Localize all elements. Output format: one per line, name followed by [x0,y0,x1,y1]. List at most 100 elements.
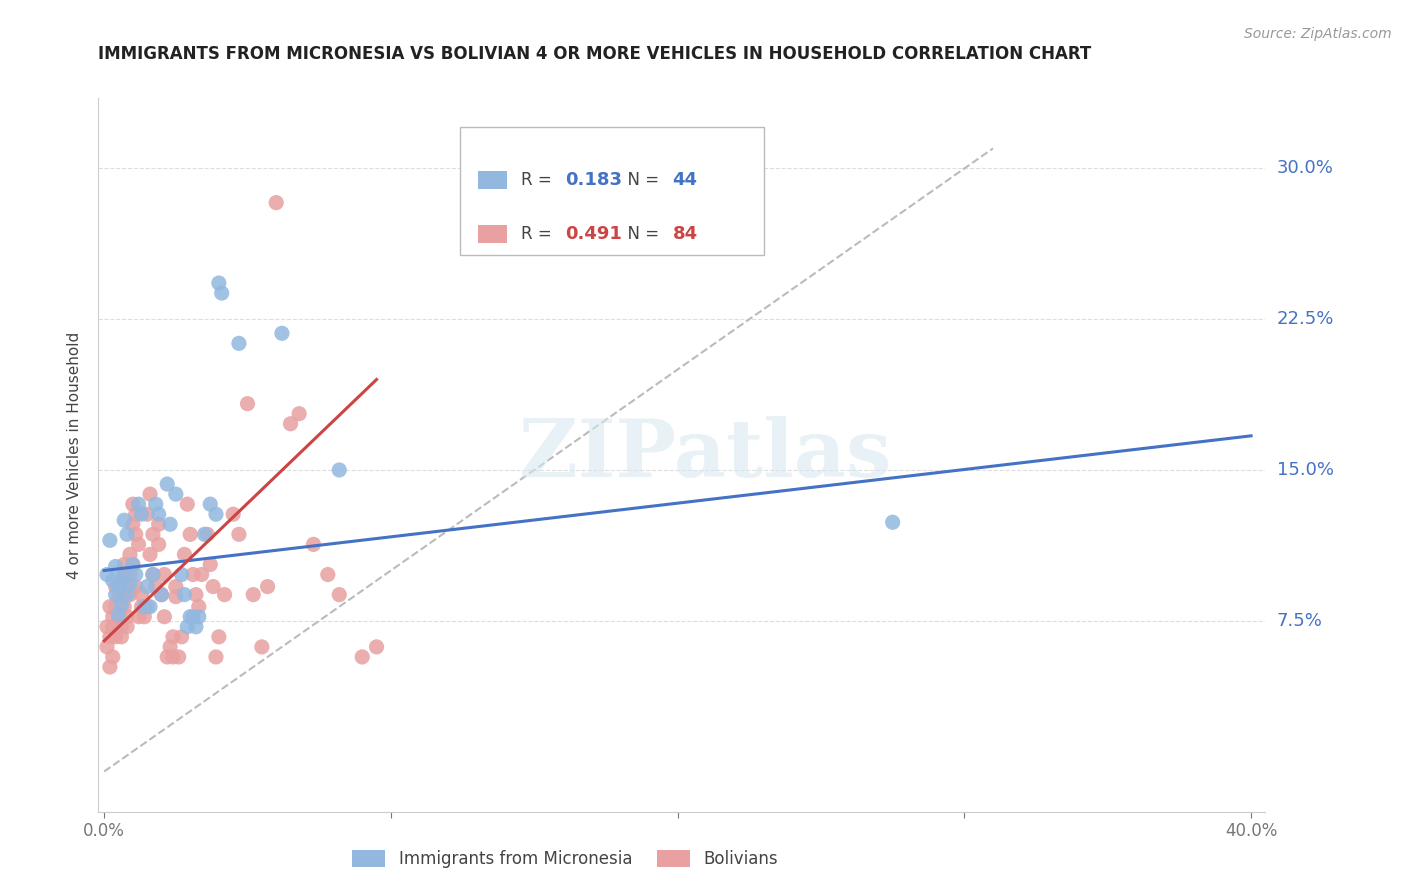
Point [112,558,135,572]
Point [208,630,231,644]
Point [128,497,150,511]
Point [101,609,124,624]
Point [104,559,127,574]
Point [176,497,198,511]
Point [173,588,195,602]
Point [165,590,187,604]
Point [156,477,179,491]
Point [131,588,153,602]
Point [150,588,173,602]
Point [131,599,153,614]
Point [110,590,132,604]
Point [104,599,127,614]
Point [153,567,176,582]
FancyBboxPatch shape [478,225,508,243]
Point [184,620,207,634]
Text: 44: 44 [672,171,697,189]
Point [328,588,350,602]
Point [96,567,118,582]
Y-axis label: 4 or more Vehicles in Household: 4 or more Vehicles in Household [67,331,83,579]
Point [104,588,127,602]
Point [121,517,143,532]
Point [145,497,167,511]
Point [271,326,294,341]
Point [228,336,250,351]
Point [165,580,187,594]
Point [118,577,141,591]
Point [134,599,156,614]
Point [134,609,156,624]
Point [173,548,195,562]
Text: 0.183: 0.183 [565,171,623,189]
Point [139,487,162,501]
Point [98,660,121,674]
Point [302,537,325,551]
Point [184,588,207,602]
Point [205,507,228,521]
Point [256,580,278,594]
Point [280,417,302,431]
Point [118,567,141,582]
Point [118,548,141,562]
Point [107,580,129,594]
Point [200,558,222,572]
Point [98,599,121,614]
Point [150,588,173,602]
Point [112,513,135,527]
Point [187,599,209,614]
Point [125,527,148,541]
Point [107,590,129,604]
Point [115,609,138,624]
Point [148,507,170,521]
Text: IMMIGRANTS FROM MICRONESIA VS BOLIVIAN 4 OR MORE VEHICLES IN HOUSEHOLD CORRELATI: IMMIGRANTS FROM MICRONESIA VS BOLIVIAN 4… [98,45,1091,62]
Point [148,517,170,532]
Point [115,620,138,634]
Point [121,497,143,511]
Point [352,649,374,664]
Point [187,609,209,624]
Point [170,567,193,582]
Point [162,630,184,644]
Point [214,588,236,602]
Point [205,649,228,664]
Point [104,580,127,594]
Point [159,640,181,654]
Point [115,580,138,594]
Point [125,507,148,521]
Point [142,567,165,582]
Point [110,598,132,612]
Text: 7.5%: 7.5% [1277,612,1323,630]
Point [190,567,212,582]
Point [101,620,124,634]
Point [98,533,121,548]
Point [96,640,118,654]
Point [236,397,259,411]
Text: R =: R = [520,225,557,243]
Point [121,558,143,572]
Point [179,609,201,624]
Point [202,580,225,594]
Point [107,607,129,622]
FancyBboxPatch shape [478,171,508,189]
Point [142,567,165,582]
Point [211,286,233,301]
Point [156,649,179,664]
Legend: Immigrants from Micronesia, Bolivians: Immigrants from Micronesia, Bolivians [346,843,785,875]
Point [131,507,153,521]
Point [115,527,138,541]
Text: 22.5%: 22.5% [1277,310,1334,328]
Point [288,407,311,421]
Text: N =: N = [617,225,664,243]
Point [250,640,273,654]
Point [112,599,135,614]
Point [125,567,148,582]
Text: ZIPatlas: ZIPatlas [519,416,891,494]
Point [316,567,339,582]
Point [179,527,201,541]
Point [142,527,165,541]
Point [125,580,148,594]
Point [153,609,176,624]
Point [136,580,159,594]
Point [242,588,264,602]
Point [107,580,129,594]
